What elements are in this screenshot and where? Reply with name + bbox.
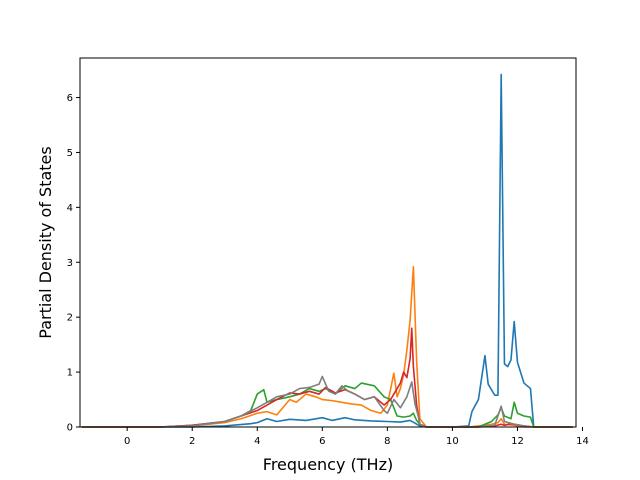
plot-frame [79, 57, 577, 428]
y-tick-label: 0 [67, 423, 73, 434]
y-tick-label: 3 [67, 258, 73, 269]
series-line-3 [81, 382, 573, 428]
x-tick-label: 2 [189, 436, 195, 447]
x-tick-label: 14 [576, 436, 589, 447]
y-tick-label: 6 [67, 93, 73, 104]
x-tick-label: 12 [511, 436, 524, 447]
x-tick-label: 6 [319, 436, 325, 447]
series-layer [81, 73, 573, 428]
y-tick-label: 4 [67, 203, 73, 214]
series-line-1 [81, 73, 573, 428]
y-tick-label: 2 [67, 313, 73, 324]
series-line-5 [81, 375, 573, 428]
x-tick-label: 4 [254, 436, 260, 447]
x-tick-label: 8 [384, 436, 390, 447]
y-axis-title: Partial Density of States [36, 146, 55, 338]
y-tick-label: 5 [67, 148, 73, 159]
series-line-2 [81, 265, 573, 428]
y-tick-label: 1 [67, 368, 73, 379]
x-tick-label: 0 [124, 436, 130, 447]
x-tick-label: 10 [446, 436, 459, 447]
series-line-4 [81, 327, 573, 428]
x-axis-title: Frequency (THz) [263, 455, 393, 474]
